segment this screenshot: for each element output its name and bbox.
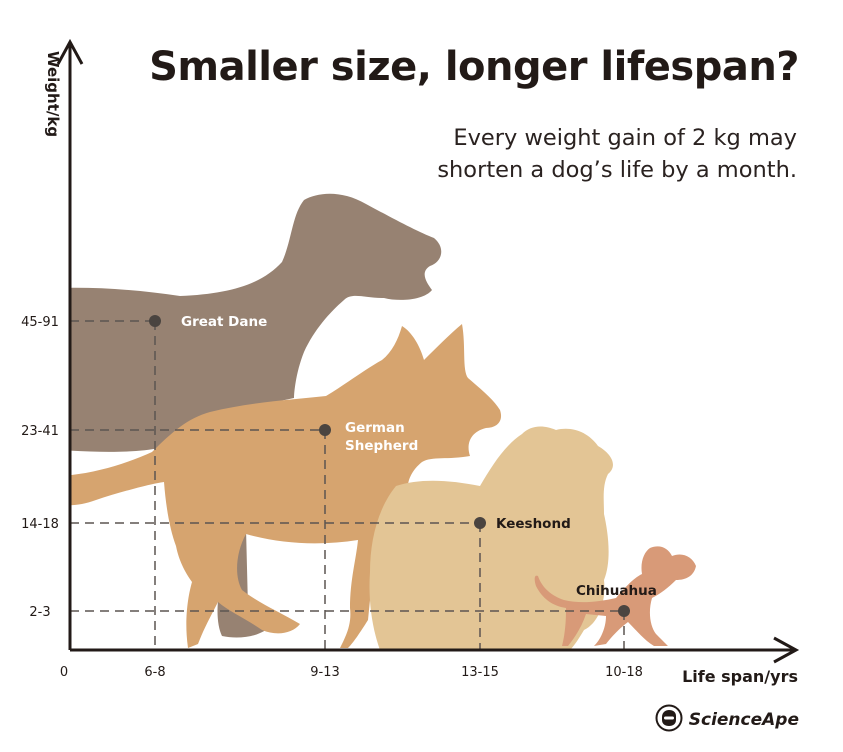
data-point-label: Chihuahua [576,583,657,599]
y-tick-label: 14-18 [21,517,59,532]
data-point [149,315,161,327]
data-points: Great Dane German Shepherd Keeshond Chihuahu… [149,314,657,617]
axes [56,38,800,664]
brand: ScienceApe [655,704,799,736]
tick-labels: 0 6-8 9-13 13-15 10-18 2-3 14-18 23-41 45-91 [21,315,643,680]
chihuahua-silhouette [534,546,696,646]
guide-lines [70,320,625,650]
data-point-label: Keeshond [496,516,571,532]
y-tick-label: 45-91 [21,315,59,330]
x-tick-label: 0 [60,665,68,680]
data-point-label: German Shepherd [345,420,418,454]
y-axis-arrow-icon [56,38,84,65]
x-tick-label: 6-8 [144,665,165,680]
page-subtitle: Every weight gain of 2 kg may shorten a … [437,125,797,183]
x-tick-label: 9-13 [310,665,340,680]
x-tick-label: 10-18 [605,665,643,680]
x-tick-label: 13-15 [461,665,499,680]
brand-name: ScienceApe [688,710,799,730]
page-title: Smaller size, longer lifespan? [149,44,799,90]
y-tick-label: 2-3 [29,605,50,620]
x-axis-label: Life span/yrs [682,667,798,686]
y-tick-label: 23-41 [21,424,59,439]
data-point-label: Great Dane [181,314,267,330]
data-point [474,517,486,529]
scienceape-logo-icon [655,704,683,736]
keeshond-silhouette [369,426,613,650]
x-axis-arrow-icon [773,636,800,664]
data-point [618,605,630,617]
data-point [319,424,331,436]
y-axis-label: Weight/kg [44,51,62,137]
